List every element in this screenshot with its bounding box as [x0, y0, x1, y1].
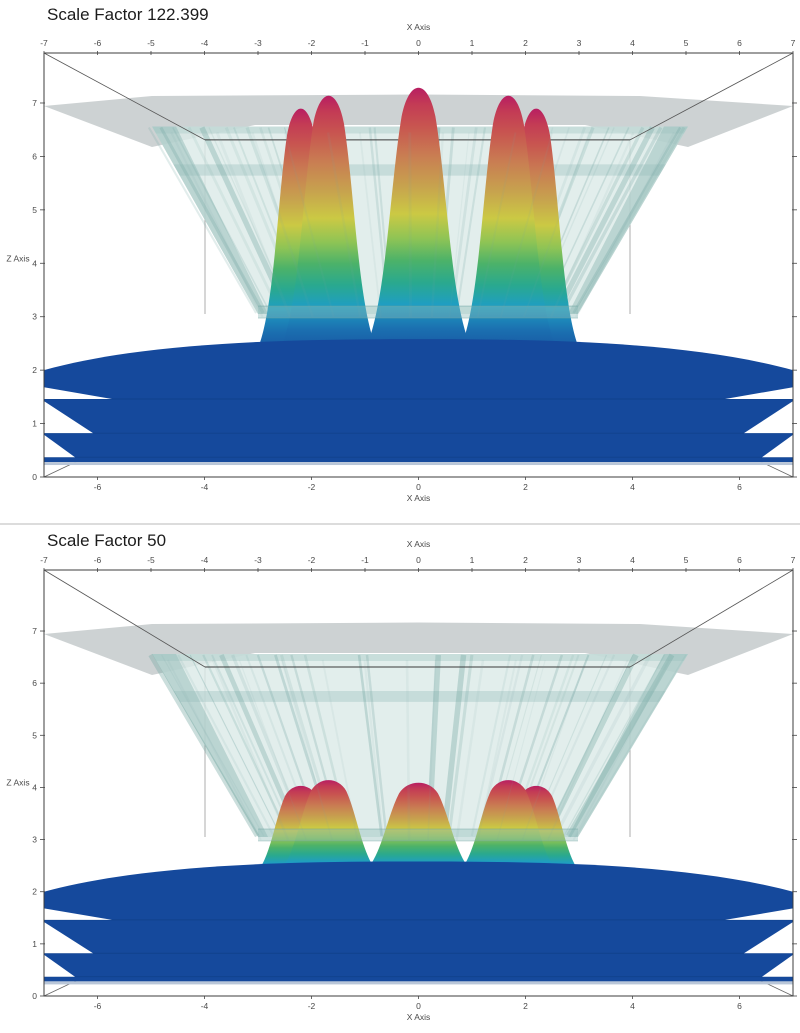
peak [449, 95, 568, 363]
peak [343, 782, 494, 884]
x-axis-top-tick-label: -6 [94, 38, 102, 48]
x-axis-top-tick-label: 7 [791, 38, 796, 48]
x-axis-top-tick-label: 2 [523, 555, 528, 565]
floor-surface [44, 339, 793, 466]
x-axis-top-tick-label: -2 [308, 555, 316, 565]
x-axis-top-tick-label: -4 [201, 38, 209, 48]
x-axis-top-tick-label: -5 [147, 38, 155, 48]
z-axis-tick-label: 0 [32, 472, 37, 482]
gaussian-peaks [239, 780, 598, 884]
z-axis-tick-label: 6 [32, 678, 37, 688]
x-axis-bottom-tick-label: 0 [416, 482, 421, 492]
peak [269, 95, 388, 363]
clip-plane [44, 622, 793, 676]
z-axis-tick-label: 6 [32, 151, 37, 161]
x-axis-top-tick-label: 4 [630, 555, 635, 565]
floor-surface [44, 861, 793, 985]
curtain-front-rim [170, 131, 676, 319]
z-axis-tick-label: 4 [32, 782, 37, 792]
floor-plane [44, 861, 793, 982]
x-axis-bottom-tick-label: -4 [201, 1001, 209, 1011]
curtain-surface [148, 653, 688, 838]
peak [440, 780, 577, 884]
x-axis-bottom-tick-label: -4 [201, 482, 209, 492]
x-axis-bottom-tick-label: 6 [737, 482, 742, 492]
x-axis-top-tick-label: 1 [470, 38, 475, 48]
x-axis-bottom-tick-label: 6 [737, 1001, 742, 1011]
plot-1-title: Scale Factor 122.399 [47, 5, 209, 24]
x-axis-top-tick-label: -1 [361, 555, 369, 565]
z-axis-tick-label: 7 [32, 98, 37, 108]
x-axis-top-tick-label: -2 [308, 38, 316, 48]
z-axis-label: Z Axis [6, 253, 29, 263]
z-axis-tick-label: 3 [32, 312, 37, 322]
clip-plane-surface [44, 622, 793, 676]
curtain-front-rim [166, 659, 670, 842]
x-axis-bottom-label: X Axis [407, 1012, 431, 1022]
z-axis-tick-label: 3 [32, 835, 37, 845]
x-axis-top-label: X Axis [407, 539, 431, 549]
x-axis-bottom-tick-label: 4 [630, 482, 635, 492]
x-axis-top-tick-label: -1 [361, 38, 369, 48]
x-axis-top-tick-label: 5 [684, 38, 689, 48]
z-axis-tick-label: 0 [32, 991, 37, 1001]
peak [353, 87, 484, 363]
x-axis-bottom-tick-label: 0 [416, 1001, 421, 1011]
peak [260, 780, 397, 884]
z-axis-tick-label: 4 [32, 258, 37, 268]
x-axis-top-tick-label: 3 [577, 555, 582, 565]
x-axis-bottom-tick-label: 2 [523, 1001, 528, 1011]
x-axis-bottom-tick-label: -2 [308, 1001, 316, 1011]
x-axis-bottom-label: X Axis [407, 493, 431, 503]
x-axis-bottom-tick-label: -6 [94, 482, 102, 492]
x-axis-bottom-tick-label: -6 [94, 1001, 102, 1011]
x-axis-top-tick-label: 6 [737, 555, 742, 565]
x-axis-top-tick-label: 4 [630, 38, 635, 48]
x-axis-top-tick-label: 7 [791, 555, 796, 565]
z-axis-label: Z Axis [6, 777, 29, 787]
z-axis-tick-label: 2 [32, 887, 37, 897]
floor-plane [44, 339, 793, 463]
x-axis-top-tick-label: -4 [201, 555, 209, 565]
z-axis-tick-label: 7 [32, 626, 37, 636]
x-axis-bottom-tick-label: 4 [630, 1001, 635, 1011]
x-axis-top-tick-label: 3 [577, 38, 582, 48]
z-axis-tick-label: 2 [32, 365, 37, 375]
x-axis-top-tick-label: -3 [254, 38, 262, 48]
x-axis-top-tick-label: -7 [40, 555, 48, 565]
x-axis-top-tick-label: -3 [254, 555, 262, 565]
x-axis-top-tick-label: -6 [94, 555, 102, 565]
z-axis-tick-label: 1 [32, 419, 37, 429]
z-axis-tick-label: 5 [32, 730, 37, 740]
x-axis-top-tick-label: 0 [416, 555, 421, 565]
plot-divider [0, 523, 800, 525]
x-axis-top-tick-label: -7 [40, 38, 48, 48]
x-axis-top-tick-label: 0 [416, 38, 421, 48]
gaussian-peaks [247, 87, 590, 363]
x-axis-top-tick-label: 6 [737, 38, 742, 48]
x-axis-bottom-tick-label: 2 [523, 482, 528, 492]
x-axis-top-tick-label: 2 [523, 38, 528, 48]
x-axis-top-tick-label: -5 [147, 555, 155, 565]
x-axis-top-label: X Axis [407, 22, 431, 32]
z-axis-tick-label: 5 [32, 205, 37, 215]
plot-2-title: Scale Factor 50 [47, 531, 166, 550]
x-axis-top-tick-label: 5 [684, 555, 689, 565]
z-axis-tick-label: 1 [32, 939, 37, 949]
x-axis-top-tick-label: 1 [470, 555, 475, 565]
x-axis-bottom-tick-label: -2 [308, 482, 316, 492]
